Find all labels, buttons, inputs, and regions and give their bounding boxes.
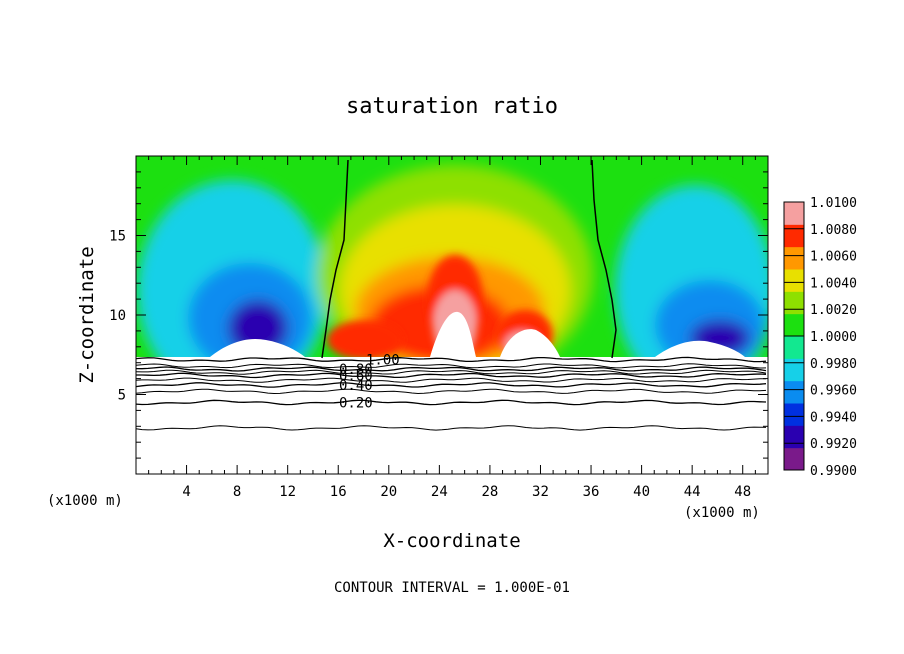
center-white-hump (430, 311, 476, 357)
x-axis: 4 8 12 16 20 24 28 32 36 40 44 48 (148, 156, 756, 500)
x-tick-label: 44 (684, 484, 701, 500)
left-white-hump (210, 338, 305, 357)
contour-line (135, 366, 767, 372)
colorbar-swatch (784, 269, 804, 292)
x-tick-label: 20 (380, 484, 397, 500)
colorbar-swatch (784, 246, 804, 270)
colorbar-label: 1.0000 (810, 330, 857, 345)
colorbar-swatch (784, 403, 804, 426)
contour-line (135, 377, 767, 383)
x-tick-label: 8 (233, 484, 241, 500)
contour-line (135, 382, 767, 388)
core-red-3 (327, 320, 403, 360)
contour-label: 0.20 (339, 395, 373, 411)
contour-interval-note: CONTOUR INTERVAL = 1.000E-01 (334, 580, 570, 596)
y-tick-label: 5 (118, 388, 126, 404)
contour-label: 1.00 (366, 353, 400, 369)
colorbar-swatch (784, 313, 804, 337)
contour-label: 0.60 (339, 368, 373, 384)
contour-line (135, 369, 767, 375)
contour-line (135, 363, 767, 369)
x-tick-label: 36 (583, 484, 600, 500)
x-tick-label: 12 (279, 484, 296, 500)
x-tick-label: 28 (481, 484, 498, 500)
colorbar-label: 0.9980 (810, 357, 857, 372)
x-tick-label: 48 (734, 484, 751, 500)
x-tick-label: 40 (633, 484, 650, 500)
colorbar-swatch (784, 425, 804, 449)
colorbar-swatch (784, 447, 804, 471)
x-axis-label: X-coordinate (383, 530, 520, 552)
x-unit-label-right: (x1000 m) (684, 505, 760, 521)
colorbar-label: 0.9940 (810, 410, 857, 425)
contour-line (135, 356, 767, 363)
colorbar-label: 0.9960 (810, 384, 857, 399)
right-saturation-contour (591, 159, 617, 359)
contour-line (135, 388, 767, 395)
colorbar-label: 1.0020 (810, 303, 857, 318)
colorbar-label: 0.9900 (810, 464, 857, 479)
contour-label: 0.80 (339, 362, 373, 378)
x-tick-label: 32 (532, 484, 549, 500)
left-saturation-contour (321, 159, 349, 359)
colorbar-swatch (784, 291, 804, 315)
colorbar-label: 0.9920 (810, 437, 857, 452)
colorbar-label: 1.0040 (810, 276, 857, 291)
colorbar-label: 1.0100 (810, 196, 857, 211)
contour-label: 0.40 (339, 378, 373, 394)
x-tick-label: 4 (182, 484, 190, 500)
right-white-hump (655, 340, 745, 357)
contour-line (136, 372, 767, 379)
colorbar-swatch (784, 224, 804, 248)
x-tick-label: 16 (330, 484, 347, 500)
contour-line (135, 399, 767, 406)
y-tick-label: 15 (109, 229, 126, 245)
x-unit-label-left: (x1000 m) (47, 493, 123, 509)
colorbar-swatch (784, 358, 804, 382)
colorbar-swatch (784, 336, 804, 359)
y-axis: 5 10 15 (109, 171, 768, 459)
colorbar-label: 1.0060 (810, 250, 857, 265)
center-right-white-hump (500, 329, 560, 357)
y-tick-label: 10 (109, 308, 126, 324)
x-tick-label: 24 (431, 484, 448, 500)
z-axis-label: Z-coordinate (76, 246, 98, 383)
colorbar-swatch (784, 380, 804, 404)
chart-title: saturation ratio (346, 94, 558, 119)
contour-lines: 0.200.400.600.801.00 (135, 353, 767, 431)
colorbar-label: 1.0080 (810, 223, 857, 238)
contour-line (135, 425, 767, 431)
colorbar: 1.0100 1.0080 1.0060 1.0040 1.0020 1.0000 0.99… (783, 196, 857, 479)
colorbar-swatch (784, 202, 804, 225)
